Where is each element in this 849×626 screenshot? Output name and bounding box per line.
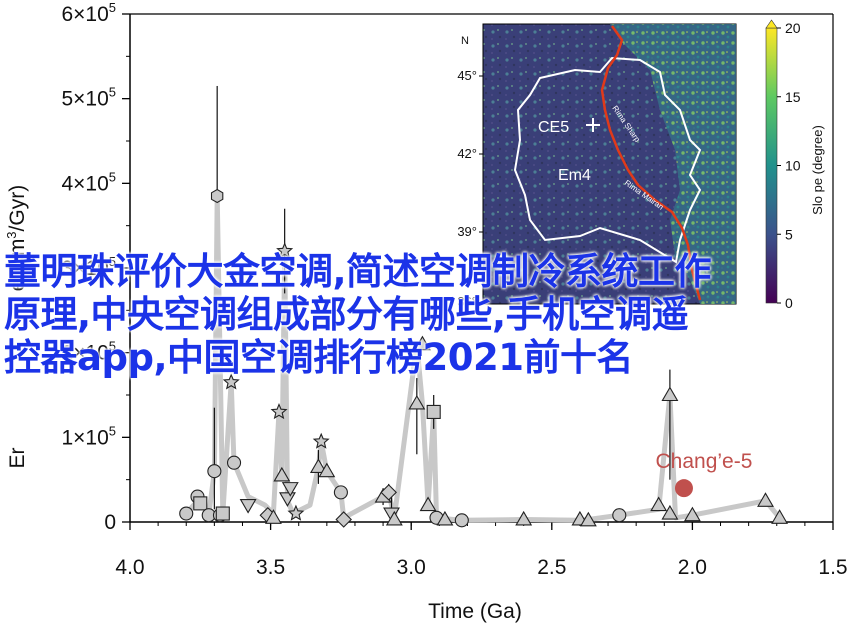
y-tick-label: 4×105	[61, 169, 116, 195]
north-label: N	[461, 35, 469, 47]
hexagon-marker	[210, 188, 224, 204]
y-tick-label: 3×105	[61, 254, 116, 280]
triangle-up-marker	[436, 510, 454, 526]
x-axis-label: Time (Ga)	[428, 600, 522, 623]
triangle-up-marker	[757, 492, 774, 507]
latitude-label: 39°	[457, 224, 477, 239]
triangle-up-marker	[515, 510, 533, 526]
latitude-ticks: 45° 42° 39° 36°	[457, 68, 483, 309]
triangle-up-marker	[771, 509, 789, 524]
mare-boundary	[513, 56, 702, 264]
diamond-marker	[335, 511, 352, 528]
triangle-down-marker	[239, 499, 257, 514]
star-marker	[276, 242, 294, 259]
latitude-label: 42°	[457, 146, 477, 161]
circle-marker	[207, 464, 222, 479]
circle-marker	[226, 455, 242, 470]
star-marker	[287, 504, 305, 521]
star-marker	[312, 432, 330, 449]
triangle-up-marker	[385, 510, 403, 526]
square-marker	[215, 506, 230, 521]
change5-point	[674, 479, 693, 498]
overlay-line-2: 原理,中央空调组成部分有哪些,手机空调遥	[4, 293, 689, 336]
y-tick-label: 1×105	[61, 423, 116, 449]
y-axis-ticks	[122, 13, 130, 523]
y-tick-label: 2×105	[61, 339, 116, 365]
triangle-up-marker	[650, 496, 668, 512]
triangle-down-marker	[281, 482, 299, 497]
triangle-up-marker	[264, 509, 282, 524]
triangle-up-marker	[273, 466, 291, 482]
triangle-up-marker	[419, 496, 437, 512]
change5-label: Chang’e-5	[656, 450, 753, 473]
colorbar-tick-label: 5	[785, 226, 793, 242]
x-tick-label: 3.5	[256, 556, 285, 579]
square-marker	[426, 404, 441, 419]
triangle-down-marker	[279, 492, 296, 507]
y-axis-label: Ere (km3/Gyr)	[4, 185, 29, 469]
star-marker	[270, 402, 288, 420]
x-axis-ticks	[129, 522, 834, 530]
y-tick-label: 0	[104, 511, 116, 534]
latitude-label: 45°	[457, 68, 477, 83]
triangle-up-marker	[683, 506, 701, 522]
circle-marker	[333, 485, 348, 500]
colorbar-ticks: 0 5 10 15 20	[777, 20, 801, 311]
triangle-up-marker	[661, 504, 679, 520]
star-marker	[222, 373, 240, 390]
colorbar-tick-label: 20	[785, 20, 801, 36]
x-tick-label: 2.5	[537, 556, 566, 579]
colorbar-label: Slo pe (degree)	[810, 125, 825, 215]
highland-region	[610, 24, 736, 304]
overlay-line-3: 控器app,中国空调排行榜2021前十名	[4, 336, 633, 379]
y-axis-tick-labels: 0 1×105 2×105 3×105 4×105 5×105 6×105	[61, 0, 116, 534]
circle-marker	[179, 506, 194, 521]
circle-marker	[612, 508, 627, 523]
x-tick-label: 3.0	[397, 556, 426, 579]
inset-unit-label: Em4	[558, 167, 591, 184]
triangle-up-marker	[579, 511, 597, 527]
triangle-up-marker	[309, 458, 327, 474]
colorbar-tick-label: 10	[785, 158, 801, 174]
colorbar-tick-label: 15	[785, 89, 801, 105]
x-tick-label: 1.5	[818, 556, 847, 579]
triangle-up-marker	[413, 335, 431, 351]
x-tick-label: 2.0	[678, 556, 707, 579]
inset-site-label: CE5	[538, 119, 569, 136]
overlay-headline: 董明珠评价大金空调,简述空调制冷系统工作 原理,中央空调组成部分有哪些,手机空调…	[4, 250, 844, 379]
rima-sharp-rille	[600, 25, 702, 301]
overlay-line-1: 董明珠评价大金空调,简述空调制冷系统工作	[4, 250, 712, 293]
y-tick-label: 5×105	[61, 85, 116, 111]
diamond-marker	[380, 484, 397, 501]
data-markers	[179, 188, 789, 528]
latitude-label: 36°	[457, 294, 477, 309]
inset-map: CE5 Em4 Rima Sharp Rima Mairan N 45°42°3…	[457, 19, 825, 311]
square-marker	[193, 496, 208, 511]
colorbar-tick-label: 0	[785, 295, 793, 311]
y-tick-label: 6×105	[61, 0, 116, 26]
triangle-up-marker	[661, 386, 679, 402]
triangle-up-marker	[408, 394, 426, 410]
x-tick-label: 4.0	[115, 556, 144, 579]
x-axis-tick-labels: 4.0 3.5 3.0 2.5 2.0 1.5	[115, 556, 847, 579]
circle-marker	[454, 513, 469, 528]
triangle-up-marker	[318, 462, 336, 478]
